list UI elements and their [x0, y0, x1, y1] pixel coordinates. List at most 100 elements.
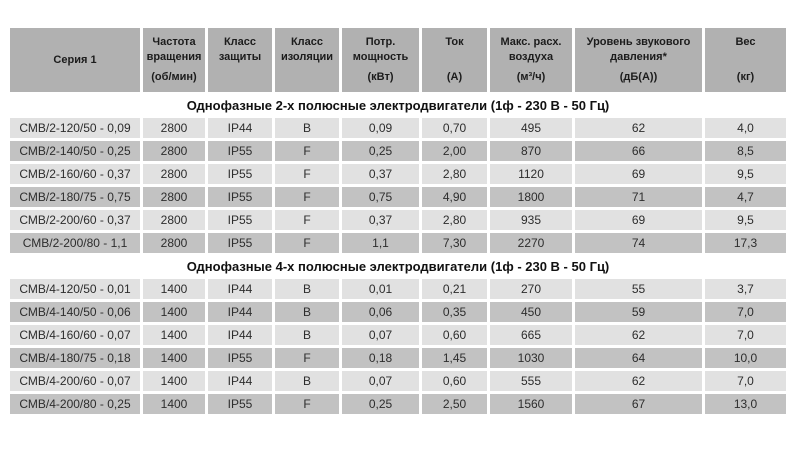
cell-current: 2,80 [422, 164, 487, 184]
table-row: СМВ/2-200/80 - 1,1 2800 IP55 F 1,1 7,30 2270 74… [10, 233, 786, 253]
table-header: Серия 1 Частота вращения (об/мин) Класс … [10, 28, 786, 92]
cell-speed: 1400 [143, 325, 205, 345]
cell-noise: 69 [575, 210, 702, 230]
cell-power: 0,18 [342, 348, 419, 368]
cell-power: 0,75 [342, 187, 419, 207]
cell-power: 0,06 [342, 302, 419, 322]
cell-series: СМВ/4-200/60 - 0,07 [10, 371, 140, 391]
cell-current: 0,70 [422, 118, 487, 138]
cell-weight: 8,5 [705, 141, 786, 161]
cell-protection: IP44 [208, 118, 272, 138]
column-label: Класс изоляции [280, 36, 334, 63]
table-row: СМВ/2-140/50 - 0,25 2800 IP55 F 0,25 2,00 870 6… [10, 141, 786, 161]
cell-noise: 64 [575, 348, 702, 368]
table-row: СМВ/4-160/60 - 0,07 1400 IP44 B 0,07 0,60 665 6… [10, 325, 786, 345]
cell-weight: 13,0 [705, 394, 786, 414]
cell-weight: 4,7 [705, 187, 786, 207]
cell-noise: 62 [575, 325, 702, 345]
cell-airflow: 1800 [490, 187, 572, 207]
cell-airflow: 935 [490, 210, 572, 230]
table-body: Однофазные 2-х полюсные электродвигатели… [10, 95, 786, 414]
column-unit: (А) [446, 71, 463, 84]
cell-airflow: 495 [490, 118, 572, 138]
cell-insulation: B [275, 371, 339, 391]
column-label: Серия 1 [53, 53, 97, 66]
cell-protection: IP44 [208, 302, 272, 322]
cell-series: СМВ/4-120/50 - 0,01 [10, 279, 140, 299]
table-row: СМВ/2-180/75 - 0,75 2800 IP55 F 0,75 4,90 1800… [10, 187, 786, 207]
cell-insulation: F [275, 187, 339, 207]
column-header-speed: Частота вращения (об/мин) [143, 28, 205, 92]
column-header-current: Ток (А) [422, 28, 487, 92]
cell-speed: 2800 [143, 210, 205, 230]
column-label: Вес [735, 36, 756, 48]
cell-airflow: 450 [490, 302, 572, 322]
cell-airflow: 870 [490, 141, 572, 161]
cell-weight: 7,0 [705, 325, 786, 345]
cell-insulation: B [275, 118, 339, 138]
cell-noise: 67 [575, 394, 702, 414]
table-row: СМВ/4-180/75 - 0,18 1400 IP55 F 0,18 1,45 1030… [10, 348, 786, 368]
cell-noise: 71 [575, 187, 702, 207]
cell-speed: 2800 [143, 164, 205, 184]
cell-airflow: 1560 [490, 394, 572, 414]
table-row: СМВ/4-120/50 - 0,01 1400 IP44 B 0,01 0,21 270 5… [10, 279, 786, 299]
cell-series: СМВ/4-160/60 - 0,07 [10, 325, 140, 345]
cell-insulation: F [275, 233, 339, 253]
cell-airflow: 1120 [490, 164, 572, 184]
table-row: СМВ/4-140/50 - 0,06 1400 IP44 B 0,06 0,35 450 5… [10, 302, 786, 322]
cell-speed: 2800 [143, 141, 205, 161]
cell-protection: IP55 [208, 141, 272, 161]
cell-series: СМВ/2-120/50 - 0,09 [10, 118, 140, 138]
table-row: СМВ/4-200/80 - 0,25 1400 IP55 F 0,25 2,50 1560… [10, 394, 786, 414]
cell-power: 0,25 [342, 141, 419, 161]
cell-weight: 3,7 [705, 279, 786, 299]
cell-insulation: B [275, 325, 339, 345]
cell-airflow: 1030 [490, 348, 572, 368]
column-label: Макс. расх. воздуха [500, 36, 562, 63]
table-row: СМВ/4-200/60 - 0,07 1400 IP44 B 0,07 0,60 555 6… [10, 371, 786, 391]
cell-power: 0,07 [342, 325, 419, 345]
motor-spec-table: Серия 1 Частота вращения (об/мин) Класс … [7, 25, 789, 417]
cell-power: 0,25 [342, 394, 419, 414]
column-unit: (м³/ч) [516, 71, 546, 84]
cell-protection: IP55 [208, 348, 272, 368]
cell-series: СМВ/2-180/75 - 0,75 [10, 187, 140, 207]
column-header-weight: Вес (кг) [705, 28, 786, 92]
column-header-noise: Уровень звукового давления* (дБ(А)) [575, 28, 702, 92]
column-label: Класс защиты [218, 36, 262, 63]
cell-weight: 17,3 [705, 233, 786, 253]
cell-power: 0,37 [342, 210, 419, 230]
cell-series: СМВ/4-200/80 - 0,25 [10, 394, 140, 414]
cell-insulation: F [275, 348, 339, 368]
cell-airflow: 555 [490, 371, 572, 391]
cell-current: 4,90 [422, 187, 487, 207]
cell-protection: IP44 [208, 279, 272, 299]
cell-speed: 2800 [143, 187, 205, 207]
column-header-insulation: Класс изоляции [275, 28, 339, 92]
column-unit: (кг) [736, 71, 755, 84]
cell-noise: 59 [575, 302, 702, 322]
cell-current: 0,21 [422, 279, 487, 299]
section-title: Однофазные 2-х полюсные электродвигатели… [10, 95, 786, 115]
column-label: Ток [445, 36, 464, 48]
cell-series: СМВ/2-140/50 - 0,25 [10, 141, 140, 161]
cell-protection: IP55 [208, 164, 272, 184]
cell-speed: 1400 [143, 394, 205, 414]
cell-speed: 1400 [143, 371, 205, 391]
cell-current: 0,60 [422, 325, 487, 345]
cell-protection: IP44 [208, 325, 272, 345]
cell-current: 2,80 [422, 210, 487, 230]
cell-current: 2,00 [422, 141, 487, 161]
cell-airflow: 665 [490, 325, 572, 345]
column-label: Частота вращения [146, 36, 202, 63]
cell-series: СМВ/4-180/75 - 0,18 [10, 348, 140, 368]
cell-insulation: F [275, 394, 339, 414]
cell-insulation: F [275, 141, 339, 161]
cell-current: 0,60 [422, 371, 487, 391]
cell-weight: 10,0 [705, 348, 786, 368]
cell-speed: 1400 [143, 302, 205, 322]
cell-noise: 62 [575, 118, 702, 138]
cell-noise: 55 [575, 279, 702, 299]
table-row: СМВ/2-120/50 - 0,09 2800 IP44 B 0,09 0,70 495 6… [10, 118, 786, 138]
